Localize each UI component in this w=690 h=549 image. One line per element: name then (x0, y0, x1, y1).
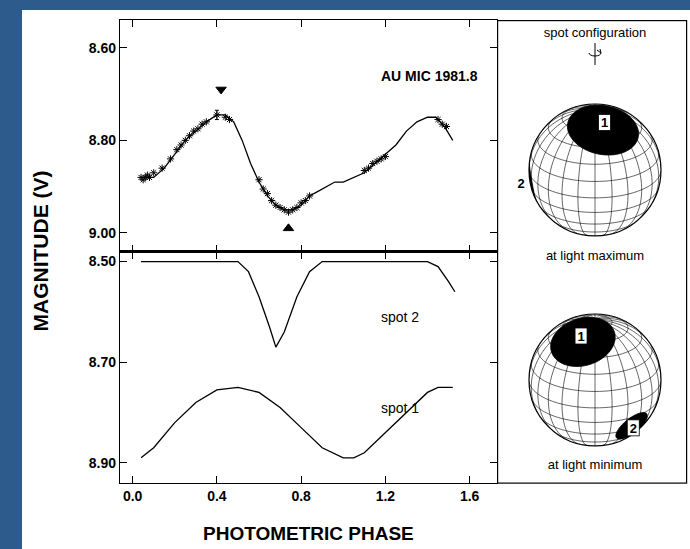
svg-text:1.6: 1.6 (460, 488, 480, 504)
svg-text:1: 1 (577, 329, 584, 344)
svg-text:1.2: 1.2 (376, 488, 396, 504)
svg-text:2: 2 (518, 176, 525, 191)
svg-text:8.50: 8.50 (89, 253, 116, 269)
svg-text:0.8: 0.8 (291, 488, 311, 504)
svg-text:spot 2: spot 2 (381, 309, 419, 325)
svg-text:8.70: 8.70 (89, 354, 116, 370)
svg-text:8.90: 8.90 (89, 455, 116, 471)
svg-text:at light minimum: at light minimum (548, 457, 643, 472)
svg-text:8.60: 8.60 (89, 40, 116, 56)
svg-text:spot 1: spot 1 (381, 400, 419, 416)
svg-text:1: 1 (601, 115, 608, 130)
svg-text:8.80: 8.80 (89, 132, 116, 148)
svg-text:AU MIC 1981.8: AU MIC 1981.8 (381, 68, 478, 84)
svg-text:0.0: 0.0 (123, 488, 143, 504)
svg-text:9.00: 9.00 (89, 225, 116, 241)
svg-text:0.4: 0.4 (207, 488, 227, 504)
svg-text:PHOTOMETRIC PHASE: PHOTOMETRIC PHASE (203, 523, 414, 544)
svg-text:at light maximum: at light maximum (546, 248, 644, 263)
svg-text:MAGNITUDE (V): MAGNITUDE (V) (29, 171, 52, 332)
svg-text:2: 2 (630, 421, 637, 436)
svg-text:spot configuration: spot configuration (544, 25, 647, 40)
